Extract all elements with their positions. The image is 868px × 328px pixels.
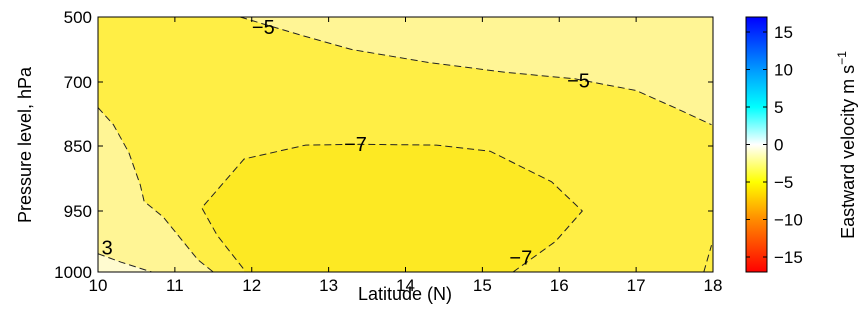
y-tick-label: 1000 (54, 263, 92, 282)
y-axis: 500 700 850 950 1000 (54, 8, 713, 282)
colorbar-ticks: 15 10 5 0 −5 −10 −15 (746, 23, 803, 267)
x-tick-label: 12 (242, 276, 261, 295)
contour-label-4-0: 3 (102, 238, 113, 260)
contour-line-4 (98, 253, 152, 272)
x-axis-title: Latitude (N) (358, 284, 452, 304)
colorbar-title-superscript: −1 (835, 51, 849, 65)
x-axis: 10 11 12 13 14 15 16 17 18 (89, 17, 723, 295)
colorbar-tick-label: 15 (774, 23, 793, 42)
x-tick-label: 17 (627, 276, 646, 295)
colorbar-tick-label: 0 (774, 136, 783, 155)
colorbar-tick-label: −10 (774, 211, 803, 230)
x-tick-label: 18 (704, 276, 723, 295)
colorbar-tick-label: −15 (774, 248, 803, 267)
contour-line-1 (98, 107, 214, 272)
contour-label-3-1: −7 (509, 247, 532, 269)
y-tick-label: 950 (64, 202, 92, 221)
plot-area (98, 17, 713, 272)
contour-line-3 (201, 143, 583, 272)
contour-lines (98, 17, 712, 272)
x-tick-label: 15 (473, 276, 492, 295)
x-tick-label: 14 (396, 276, 415, 295)
colorbar-tick-label: 10 (774, 61, 793, 80)
y-axis-title: Pressure level, hPa (15, 66, 35, 223)
colorbar-title-text: Eastward velocity m s (838, 65, 858, 239)
region-weak-left (98, 107, 214, 272)
contour-label-0-0: −5 (252, 17, 275, 39)
colorbar: 15 10 5 0 −5 −10 −15 Eastward velocity m s−1 (745, 16, 858, 273)
x-tick-label: 11 (166, 276, 184, 295)
contour-labels: −5 −5 −7 −7 3 (102, 17, 590, 270)
contour-label-3-0: −7 (344, 134, 367, 156)
region-weak-upper (240, 17, 713, 125)
filled-regions (98, 17, 713, 272)
region-core (201, 144, 583, 272)
y-tick-label: 500 (64, 8, 92, 27)
colorbar-tick-label: −5 (774, 173, 793, 192)
colorbar-tick-label: 5 (774, 98, 783, 117)
contour-line-2 (703, 245, 712, 272)
region-weakest-corner (98, 253, 152, 272)
contour-label-0-1: −5 (567, 70, 590, 92)
y-tick-label: 700 (64, 73, 92, 92)
contour-line-0 (240, 17, 712, 126)
y-tick-label: 850 (64, 137, 92, 156)
colorbar-title: Eastward velocity m s−1 (835, 51, 858, 239)
x-tick-label: 13 (319, 276, 338, 295)
x-tick-label: 10 (89, 276, 108, 295)
x-tick-label: 16 (550, 276, 569, 295)
